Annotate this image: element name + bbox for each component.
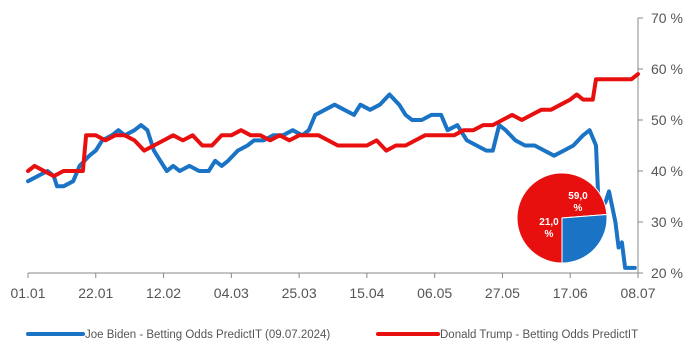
x-tick-label: 08.07 — [620, 285, 655, 301]
y-tick-label: 20 % — [651, 265, 683, 281]
x-tick-label: 17.06 — [553, 285, 588, 301]
x-tick-label: 12.02 — [146, 285, 181, 301]
legend: Joe Biden - Betting Odds PredictIT (09.0… — [26, 329, 638, 341]
y-tick-label: 60 % — [651, 61, 683, 77]
pie-slice-label: 59,0% — [568, 191, 588, 214]
axes: 01.01 22.01 12.02 04.03 25.03 15.04 06.05 27.05… — [10, 10, 682, 301]
x-tick-label: 15.04 — [349, 285, 384, 301]
series-lines — [26, 72, 640, 270]
legend-label: Donald Trump - Betting Odds PredictIT — [440, 329, 638, 341]
x-tick-label: 06.05 — [417, 285, 452, 301]
x-tick-label: 22.01 — [78, 285, 113, 301]
legend-label: Joe Biden - Betting Odds PredictIT (09.0… — [85, 329, 330, 341]
series-line-trump — [26, 72, 640, 179]
y-tick-label: 50 % — [651, 112, 683, 128]
x-tick-label: 25.03 — [282, 285, 317, 301]
series-line-biden — [26, 92, 637, 270]
pie-slice-label: 21,0% — [539, 217, 559, 240]
x-tick-label: 04.03 — [214, 285, 249, 301]
x-tick-label: 01.01 — [10, 285, 45, 301]
inset-pie-chart: 59,0 % 21,0% — [516, 172, 608, 264]
pie-slice — [561, 213, 608, 264]
y-tick-label: 30 % — [651, 214, 683, 230]
y-tick-label: 70 % — [651, 10, 683, 26]
y-tick-label: 40 % — [651, 163, 683, 179]
x-tick-label: 27.05 — [485, 285, 520, 301]
